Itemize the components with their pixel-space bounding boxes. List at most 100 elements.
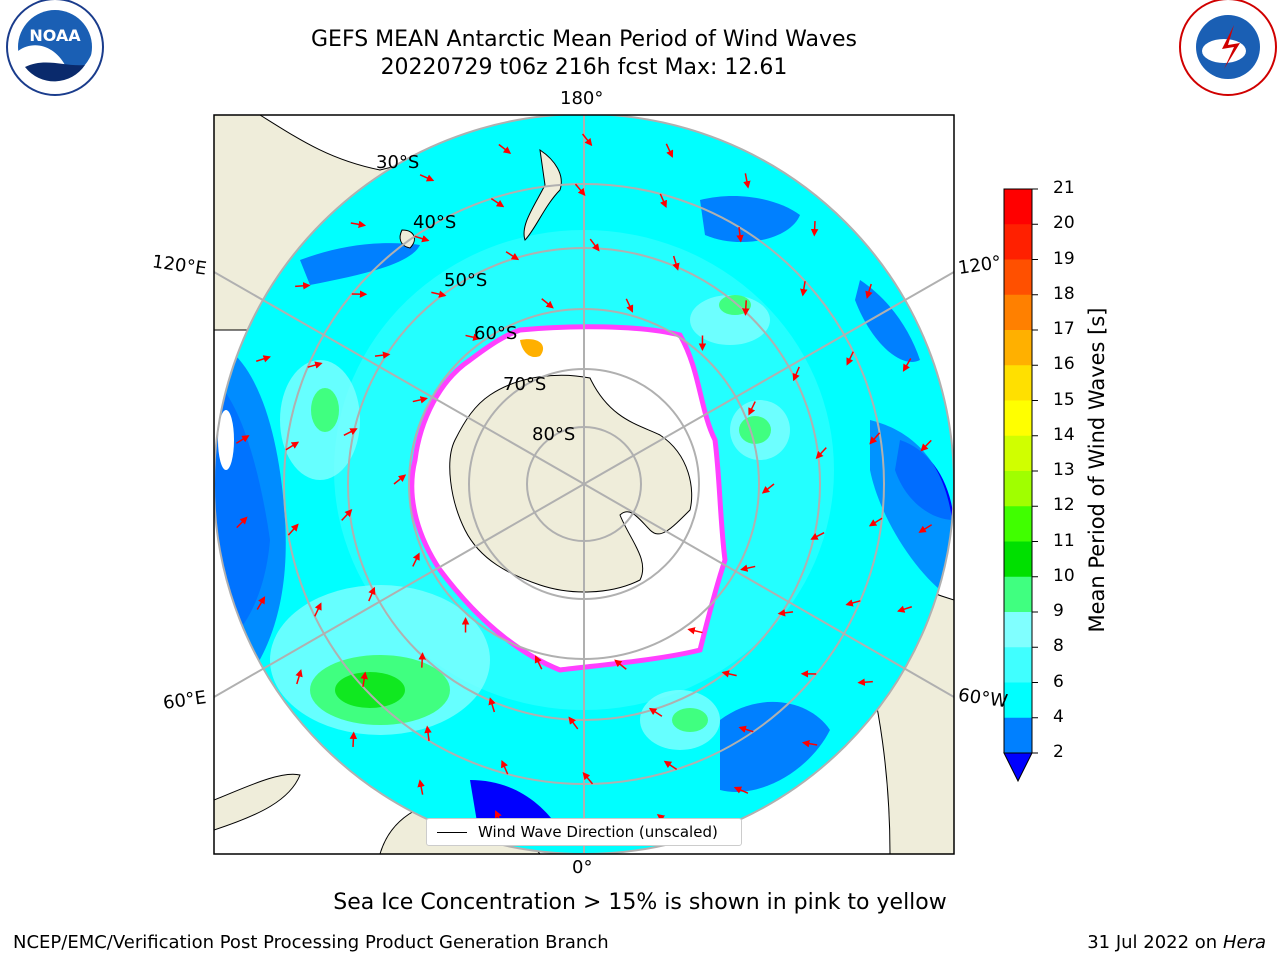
- wind-wave-arrow: [343, 428, 358, 436]
- nws-logo: [1179, 0, 1277, 96]
- colorbar-tick-label: 19: [1053, 248, 1075, 269]
- wind-wave-arrow: [349, 731, 358, 747]
- colorbar-label: Mean Period of Wind Waves [s]: [1085, 307, 1109, 633]
- wind-wave-arrow: [417, 779, 425, 795]
- wind-wave-arrow: [738, 725, 754, 733]
- colorbar-segment: [1004, 647, 1032, 683]
- wind-wave-arrow: [501, 759, 509, 775]
- colorbar-tick-label: 16: [1053, 354, 1075, 375]
- map-area: [214, 115, 954, 854]
- wind-wave-arrow: [663, 760, 678, 770]
- wind-wave-arrow: [574, 183, 586, 196]
- colorbar-tick-label: 17: [1053, 319, 1075, 339]
- lat-label-50: 50°S: [444, 270, 488, 291]
- wind-wave-arrow: [918, 524, 933, 533]
- wind-wave-arrow: [740, 564, 756, 572]
- colorbar-segment: [1004, 612, 1032, 648]
- wind-wave-arrow: [857, 678, 873, 686]
- wind-wave-arrow: [721, 670, 737, 678]
- wind-wave-arrow: [672, 255, 680, 271]
- credit-host: Hera: [1222, 932, 1266, 953]
- wind-wave-arrow: [256, 355, 271, 363]
- lat-label-30: 30°S: [376, 152, 420, 173]
- lat-label-80: 80°S: [532, 424, 576, 445]
- wind-wave-arrow: [810, 532, 825, 540]
- wind-wave-arrow: [625, 298, 634, 313]
- wind-wave-arrow: [687, 627, 703, 635]
- wind-wave-arrow: [800, 281, 808, 297]
- wind-wave-arrow: [589, 238, 600, 252]
- sea-ice-note: Sea Ice Concentration > 15% is shown in …: [333, 890, 947, 915]
- wind-wave-arrow: [465, 333, 481, 341]
- noaa-logo: NOAA: [6, 0, 104, 96]
- wind-wave-arrow: [541, 298, 554, 309]
- wind-wave-arrow: [418, 652, 426, 668]
- colorbar-tick-label: 14: [1053, 424, 1075, 445]
- wind-wave-arrow: [815, 447, 827, 459]
- wind-wave-arrow: [742, 300, 750, 316]
- colorbar-tick-label: 12: [1053, 495, 1075, 516]
- noaa-logo-text: NOAA: [29, 26, 81, 45]
- wind-wave-arrow: [287, 523, 299, 536]
- legend-line-swatch: [437, 832, 467, 833]
- wind-wave-arrow: [412, 396, 428, 404]
- colorbar-tick-label: 20: [1053, 213, 1075, 234]
- axis-label-bottom: 0°: [572, 857, 593, 878]
- colorbar-tick-label: 8: [1053, 636, 1064, 657]
- chart-title: GEFS MEAN Antarctic Mean Period of Wind …: [311, 27, 857, 52]
- colorbar: [1003, 188, 1038, 783]
- colorbar-tick-label: 2: [1053, 742, 1064, 762]
- colorbar-segment: [1004, 365, 1032, 401]
- wind-wave-arrow: [568, 716, 579, 730]
- wind-wave-arrow: [314, 602, 322, 617]
- colorbar-segment: [1004, 224, 1032, 260]
- wind-wave-arrow: [368, 586, 376, 602]
- axis-label-top: 180°: [560, 88, 604, 109]
- colorbar-extend-arrow: [1003, 752, 1033, 783]
- wind-wave-arrow: [743, 173, 751, 189]
- colorbar-segment: [1004, 682, 1032, 719]
- wind-wave-arrow: [733, 786, 749, 794]
- wind-wave-arrow: [295, 282, 311, 290]
- wind-wave-arrow: [419, 174, 435, 182]
- wind-wave-arrow: [748, 401, 756, 416]
- colorbar-segment: [1004, 259, 1032, 296]
- wind-wave-arrow: [341, 509, 353, 521]
- wind-wave-arrow: [236, 516, 248, 529]
- wind-wave-arrow: [902, 358, 912, 372]
- wind-wave-arrow: [374, 351, 391, 359]
- wind-wave-arrow: [582, 772, 594, 785]
- colorbar-segment: [1004, 717, 1032, 754]
- wind-wave-arrow: [920, 439, 932, 452]
- wind-wave-arrow: [810, 221, 819, 237]
- wind-wave-arrow: [424, 725, 432, 741]
- colorbar-tick-label: 9: [1053, 601, 1064, 621]
- credit-date: 31 Jul 2022 on: [1087, 932, 1218, 953]
- wind-wave-arrows: [235, 133, 933, 835]
- wind-wave-arrow: [792, 366, 800, 382]
- chart-subtitle: 20220729 t06z 216h fcst Max: 12.61: [380, 55, 788, 80]
- colorbar-segment: [1004, 506, 1032, 542]
- colorbar-segment: [1004, 189, 1032, 225]
- wind-wave-arrow: [581, 133, 593, 147]
- wind-wave-arrow: [614, 659, 627, 670]
- wind-wave-arrow: [761, 483, 775, 494]
- wind-wave-arrow: [846, 351, 854, 366]
- colorbar-tick-label: 21: [1053, 178, 1075, 198]
- map-legend: Wind Wave Direction (unscaled): [426, 818, 742, 846]
- wind-wave-arrow: [488, 697, 496, 713]
- wind-wave-arrow: [897, 605, 912, 613]
- wind-wave-arrow: [736, 227, 744, 243]
- wind-wave-arrow: [431, 290, 447, 298]
- wind-wave-arrow: [285, 441, 300, 451]
- colorbar-segment: [1004, 400, 1032, 437]
- colorbar-segment: [1004, 294, 1032, 331]
- lat-label-60: 60°S: [474, 323, 518, 344]
- colorbar-segment: [1004, 435, 1032, 472]
- wind-wave-arrow: [801, 739, 818, 748]
- wind-wave-arrow: [393, 474, 407, 485]
- colorbar-tick-label: 6: [1053, 671, 1064, 692]
- colorbar-tick-label: 13: [1053, 460, 1075, 480]
- wind-wave-arrow: [360, 671, 368, 687]
